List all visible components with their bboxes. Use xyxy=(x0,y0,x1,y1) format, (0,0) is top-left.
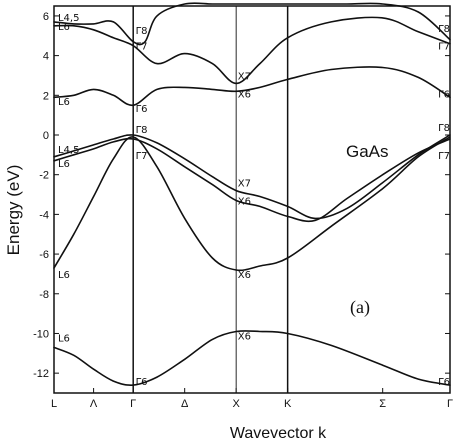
symmetry-label: L6 xyxy=(58,333,70,344)
symmetry-label: L4,5 xyxy=(58,145,79,156)
symmetry-label: L6 xyxy=(58,97,70,108)
material-label: GaAs xyxy=(346,142,389,161)
symmetry-label: X7 xyxy=(238,179,251,190)
band-line xyxy=(53,137,451,223)
x-tick-label: Λ xyxy=(90,398,98,410)
symmetry-label: X6 xyxy=(238,331,251,342)
x-tick-label: K xyxy=(284,398,292,410)
panel-label: (a) xyxy=(350,297,370,318)
plot-frame xyxy=(53,5,451,394)
band-line xyxy=(53,134,451,220)
symmetry-label: X6 xyxy=(238,89,251,100)
band-line xyxy=(53,136,451,272)
y-tick-label: -2 xyxy=(39,170,49,182)
symmetry-label: X6 xyxy=(238,270,251,281)
symmetry-label: Γ8 xyxy=(136,26,148,37)
symmetry-labels: L4,5L6 Γ8Γ7L6Γ6Γ8L4,5L6Γ7L6L6Γ6X7X6X7X6X6… xyxy=(58,13,450,388)
symmetry-label: L6 xyxy=(58,22,70,33)
y-tick-label: -6 xyxy=(39,249,49,261)
axes: 6 4 2 0 -2 -4 -6 -8 -10 -12 L Λ Γ Δ X K Σ Γ xyxy=(33,5,453,410)
x-tick-label: X xyxy=(232,398,240,410)
band-line xyxy=(53,16,451,85)
y-tick-label: -12 xyxy=(33,368,49,380)
symmetry-label: Γ8 xyxy=(136,125,148,136)
symmetry-label: Γ6 xyxy=(438,377,450,388)
symmetry-label: L6 xyxy=(58,270,70,281)
symmetry-label: Γ7 xyxy=(136,42,148,53)
band-line xyxy=(53,66,451,107)
y-tick-label: -4 xyxy=(39,209,49,221)
band-line xyxy=(53,2,451,46)
symmetry-label: Γ7 xyxy=(136,151,148,162)
band-curves xyxy=(53,2,451,387)
symmetry-label: X7 xyxy=(238,71,251,82)
y-tick-label: 2 xyxy=(43,90,49,102)
symmetry-label: Γ8 xyxy=(438,24,450,35)
x-tick-label: Γ xyxy=(130,398,136,410)
symmetry-label: L6 xyxy=(58,159,70,170)
symmetry-label: Γ6 xyxy=(136,377,148,388)
symmetry-label: Γ6 xyxy=(438,89,450,100)
symmetry-label: Γ6 xyxy=(136,104,148,115)
y-tick-label: -10 xyxy=(33,328,49,340)
x-tick-label: Δ xyxy=(181,398,189,410)
y-axis-label: Energy (eV) xyxy=(4,165,23,256)
y-tick-label: 0 xyxy=(43,130,49,142)
y-tick-label: 6 xyxy=(43,11,49,23)
symmetry-label: Γ7 xyxy=(438,151,450,162)
symmetry-label: X6 xyxy=(238,196,251,207)
x-tick-label: Σ xyxy=(379,398,386,410)
y-tick-label: 4 xyxy=(43,51,49,63)
symmetry-label: Γ7 xyxy=(438,42,450,53)
band-line xyxy=(53,330,451,387)
symmetry-label: Γ8 xyxy=(438,123,450,134)
x-tick-label: L xyxy=(51,398,57,410)
x-tick-label: Γ xyxy=(447,398,453,410)
y-tick-label: -8 xyxy=(39,289,49,301)
symmetry-label: L4,5 xyxy=(58,13,79,24)
x-axis-label: Wavevector k xyxy=(230,425,327,442)
